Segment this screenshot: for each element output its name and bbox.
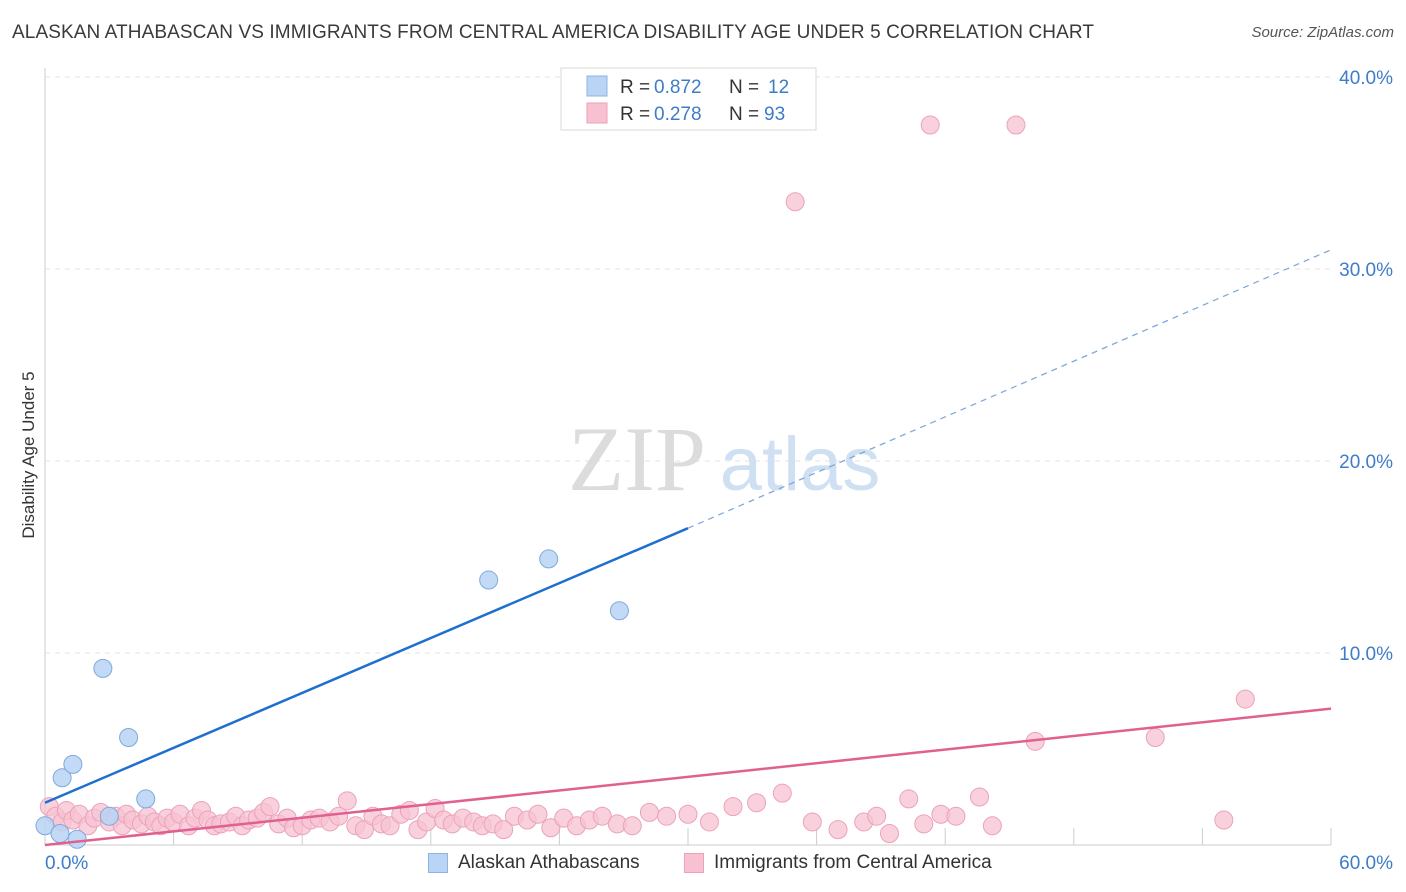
trend-line-athabascan — [44, 527, 689, 804]
y-tick-label: 30.0% — [1339, 260, 1393, 281]
data-point-immigrants — [337, 791, 357, 811]
legend-r-value: 0.872 — [654, 77, 702, 98]
data-point-immigrants — [1235, 689, 1255, 709]
data-point-immigrants — [802, 812, 822, 832]
data-point-immigrants — [329, 806, 349, 826]
data-point-immigrants — [723, 797, 743, 817]
data-point-athabascan — [539, 549, 559, 569]
data-point-immigrants — [914, 814, 934, 834]
legend-label-immigrants: Immigrants from Central America — [714, 852, 992, 873]
gridlines — [45, 76, 1331, 654]
data-point-athabascan — [52, 768, 72, 788]
data-point-immigrants — [1145, 727, 1165, 747]
data-point-athabascan — [67, 829, 87, 849]
legend-label-athabascans: Alaskan Athabascans — [458, 852, 640, 873]
data-point-athabascan — [119, 727, 139, 747]
x-tick-label: 0.0% — [45, 853, 88, 874]
legend-item-athabascans: Alaskan Athabascans — [428, 852, 640, 874]
source-note: Source: ZipAtlas.com — [1251, 24, 1394, 41]
x-tick-label: 60.0% — [1339, 853, 1393, 874]
data-point-immigrants — [622, 816, 642, 836]
data-point-athabascan — [35, 816, 55, 836]
data-point-athabascan — [479, 570, 499, 590]
y-tick-label: 40.0% — [1339, 68, 1393, 89]
data-point-immigrants — [399, 800, 419, 820]
chart-title: ALASKAN ATHABASCAN VS IMMIGRANTS FROM CE… — [12, 22, 1095, 43]
legend-n-value: 93 — [764, 104, 785, 125]
data-point-immigrants — [354, 820, 374, 840]
data-point-immigrants — [982, 816, 1002, 836]
legend-top: R = 0.872 N = 12 R = 0.278 N = 93 — [560, 67, 817, 131]
data-point-immigrants — [867, 806, 887, 826]
series-athabascan-points — [35, 549, 629, 849]
legend-r-label: R = — [620, 104, 650, 125]
data-point-athabascan — [50, 823, 70, 843]
data-point-athabascan — [136, 789, 156, 809]
data-point-immigrants — [541, 818, 561, 838]
legend-n-label: N = — [729, 104, 759, 125]
tick-labels: 10.0% 20.0% 30.0% 40.0% 0.0% 60.0% — [45, 68, 1393, 874]
watermark: ZIP atlas — [568, 408, 880, 510]
watermark-zip: ZIP — [568, 408, 706, 510]
trend-line-immigrants — [44, 707, 1332, 847]
data-point-immigrants — [920, 115, 940, 135]
data-point-immigrants — [879, 823, 899, 843]
y-tick-label: 20.0% — [1339, 452, 1393, 473]
legend-r-label: R = — [620, 77, 650, 98]
legend-bottom: Alaskan Athabascans Immigrants from Cent… — [0, 852, 1406, 878]
data-point-immigrants — [969, 787, 989, 807]
data-point-athabascan — [63, 754, 83, 774]
legend-item-immigrants: Immigrants from Central America — [684, 852, 992, 874]
legend-swatch-blue — [586, 75, 608, 97]
data-point-immigrants — [828, 820, 848, 840]
data-point-immigrants — [785, 192, 805, 212]
data-point-immigrants — [260, 797, 280, 817]
data-point-immigrants — [528, 804, 548, 824]
data-point-athabascan — [99, 806, 119, 826]
legend-swatch-athabascans — [428, 853, 448, 873]
watermark-atlas: atlas — [720, 422, 881, 507]
data-point-athabascan — [93, 658, 113, 678]
series-immigrants-points — [39, 115, 1255, 843]
data-point-immigrants — [592, 806, 612, 826]
data-point-immigrants — [678, 804, 698, 824]
data-point-immigrants — [657, 806, 677, 826]
legend-swatch-immigrants — [684, 853, 704, 873]
data-point-immigrants — [899, 789, 919, 809]
data-point-immigrants — [747, 793, 767, 813]
trend-line-athabascan-extension — [687, 249, 1332, 529]
legend-r-value: 0.278 — [654, 104, 702, 125]
data-point-immigrants — [494, 820, 514, 840]
data-point-immigrants — [699, 812, 719, 832]
data-point-immigrants — [772, 783, 792, 803]
legend-n-value: 12 — [768, 77, 789, 98]
data-point-immigrants — [1006, 115, 1026, 135]
data-point-immigrants — [1214, 810, 1234, 830]
legend-swatch-pink — [586, 102, 608, 124]
data-point-immigrants — [946, 806, 966, 826]
data-point-immigrants — [639, 802, 659, 822]
y-tick-label: 10.0% — [1339, 644, 1393, 665]
data-point-athabascan — [609, 601, 629, 621]
legend-n-label: N = — [729, 77, 759, 98]
trend-lines — [44, 249, 1332, 847]
